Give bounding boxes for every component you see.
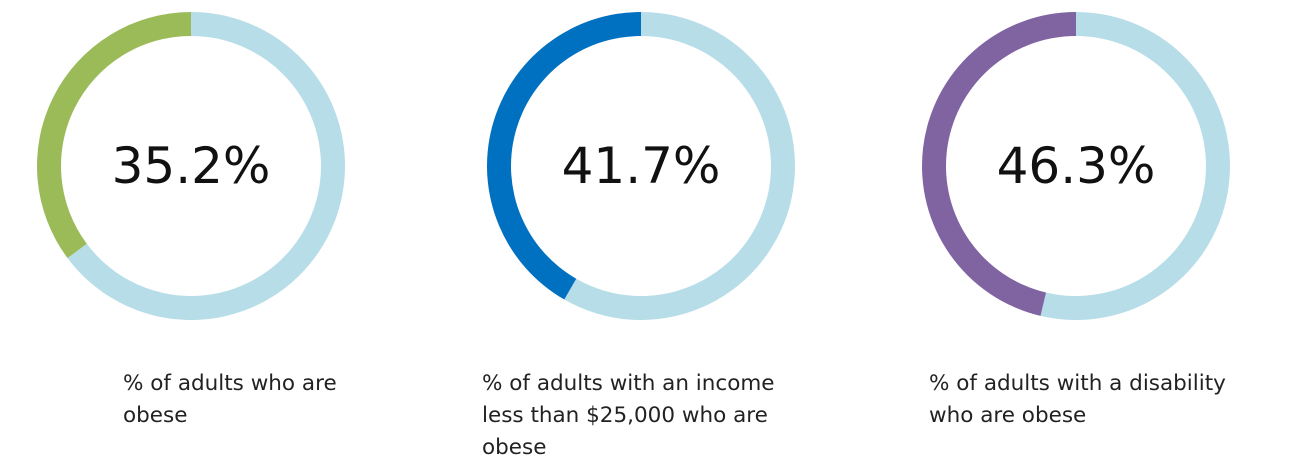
donut-slice-obese — [37, 12, 192, 259]
donut-slice-disability — [922, 12, 1076, 316]
donut-chart-obese: 35.2% — [37, 12, 345, 320]
chart-panel-obese: 35.2% % of adults who are obese — [27, 0, 387, 471]
donut-value-label: 46.3% — [997, 137, 1156, 195]
donut-value-label: 35.2% — [112, 137, 271, 195]
donut-chart-low-income: 41.7% — [486, 12, 795, 320]
chart-caption: % of adults who are obese — [123, 371, 337, 428]
donut-slice-low-income — [486, 12, 641, 300]
donut-value-label: 41.7% — [562, 137, 721, 195]
chart-caption: % of adults with a disability who are ob… — [929, 371, 1226, 428]
chart-panel-low-income: 41.7% % of adults with an income less th… — [478, 0, 838, 471]
donut-chart-disability: 46.3% — [922, 12, 1230, 320]
donut-slice-remainder — [1040, 12, 1230, 320]
donut-slice-remainder — [564, 12, 795, 320]
chart-caption: % of adults with an income less than $25… — [482, 371, 775, 460]
chart-panel-disability: 46.3% % of adults with a disability who … — [915, 0, 1275, 471]
